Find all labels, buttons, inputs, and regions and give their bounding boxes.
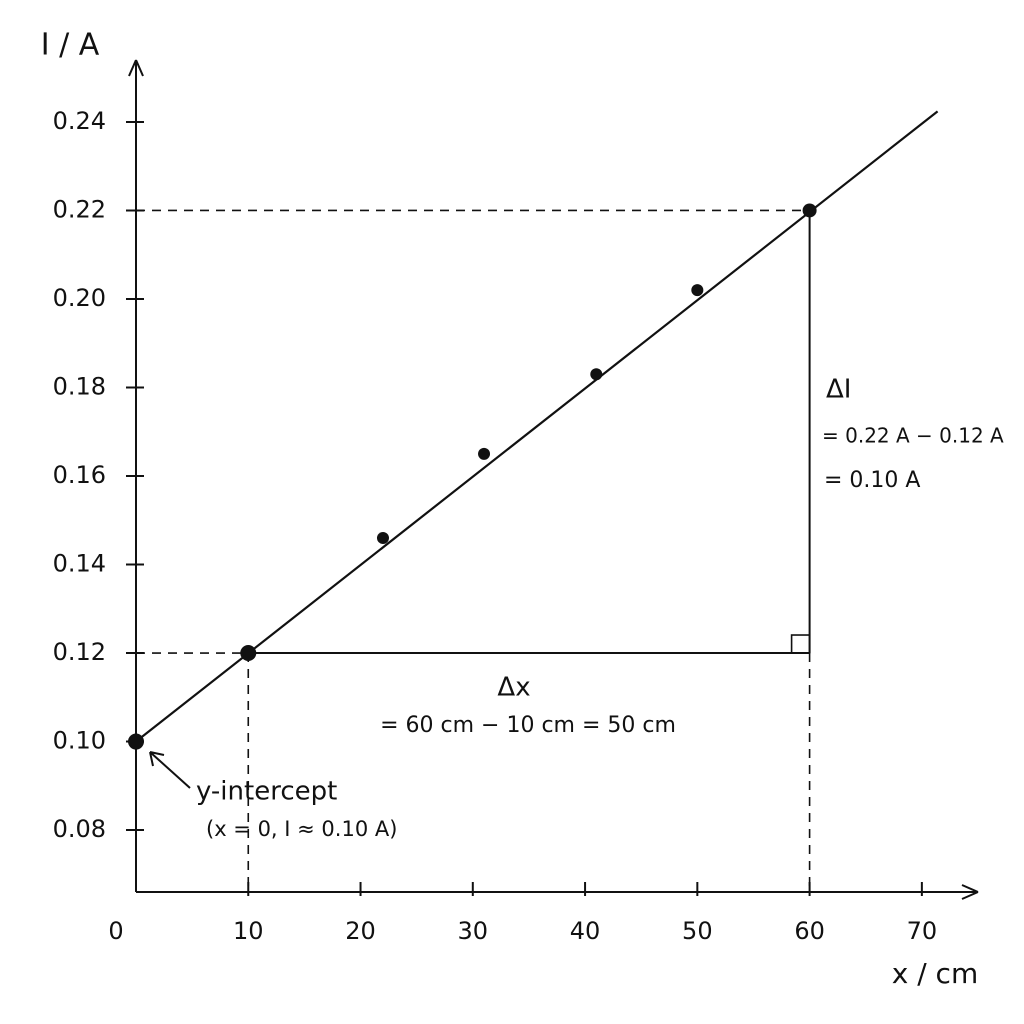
x-axis <box>136 884 979 900</box>
annotation: = 0.10 A <box>824 468 920 493</box>
y-tick-label: 0.10 <box>53 727 106 755</box>
y-tick-label: 0.24 <box>53 107 106 135</box>
data-point <box>802 203 817 218</box>
data-point <box>691 284 704 297</box>
data-point <box>128 733 144 750</box>
x-tick-label: 30 <box>458 917 489 945</box>
y-tick-label: 0.12 <box>53 638 106 666</box>
x-tick-label: 40 <box>570 917 601 945</box>
annotation: = 0.22 A − 0.12 A <box>822 424 1004 448</box>
annotation: y-intercept <box>196 777 337 807</box>
data-point <box>240 645 257 662</box>
x-axis-label: x / cm <box>892 957 978 990</box>
x-tick-label: 0 <box>108 917 123 945</box>
y-tick-label: 0.14 <box>53 550 106 578</box>
x-tick-label: 50 <box>682 917 713 945</box>
annotation: ΔI <box>826 375 851 405</box>
data-point <box>376 531 389 544</box>
x-tick-label: 10 <box>233 917 264 945</box>
x-tick-label: 20 <box>345 917 376 945</box>
y-tick-label: 0.18 <box>53 372 106 400</box>
y-tick-label: 0.08 <box>53 815 106 843</box>
y-tick-label: 0.16 <box>53 461 106 489</box>
x-tick-label: 60 <box>794 917 825 945</box>
data-point <box>478 447 491 460</box>
y-tick-label: 0.20 <box>53 284 106 312</box>
annotation: Δx <box>497 673 530 703</box>
y-axis-label: I / A <box>41 28 100 63</box>
fit-line <box>135 110 939 743</box>
y-tick-label: 0.22 <box>53 195 106 223</box>
right-angle <box>790 634 811 654</box>
annotation: (x = 0, I ≈ 0.10 A) <box>206 817 397 841</box>
x-tick-label: 70 <box>907 917 938 945</box>
annotation-arrow <box>149 751 191 789</box>
annotation: = 60 cm − 10 cm = 50 cm <box>380 713 676 738</box>
data-point <box>590 368 603 381</box>
